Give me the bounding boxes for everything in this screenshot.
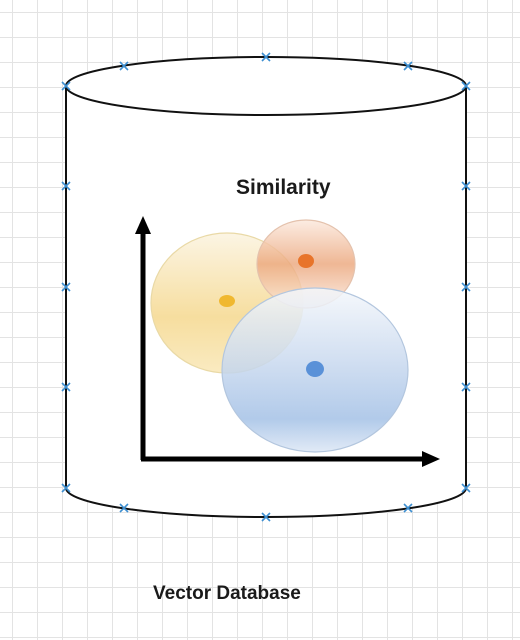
x-marker-icon[interactable]	[61, 483, 71, 493]
x-marker-icon[interactable]	[61, 181, 71, 191]
cluster-center-blue	[306, 361, 324, 377]
x-marker-icon[interactable]	[403, 61, 413, 71]
x-marker-icon[interactable]	[261, 52, 271, 62]
x-marker-icon[interactable]	[61, 81, 71, 91]
x-marker-icon[interactable]	[461, 81, 471, 91]
x-marker-icon[interactable]	[461, 181, 471, 191]
cluster-center-yellow	[219, 295, 235, 307]
cluster-center-orange	[298, 254, 314, 268]
x-marker-icon[interactable]	[461, 382, 471, 392]
similarity-clusters	[150, 219, 409, 453]
vector-database-label[interactable]: Vector Database	[153, 583, 301, 604]
x-marker-icon[interactable]	[403, 503, 413, 513]
x-marker-icon[interactable]	[119, 61, 129, 71]
selection-handles[interactable]	[61, 52, 471, 522]
x-marker-icon[interactable]	[61, 282, 71, 292]
arrow-head-icon	[135, 216, 151, 234]
x-marker-icon[interactable]	[119, 503, 129, 513]
cylinder-top	[65, 56, 467, 116]
x-marker-icon[interactable]	[461, 483, 471, 493]
x-marker-icon[interactable]	[261, 512, 271, 522]
x-marker-icon[interactable]	[61, 382, 71, 392]
arrow-head-icon	[422, 451, 440, 467]
x-marker-icon[interactable]	[461, 282, 471, 292]
similarity-title: Similarity	[236, 176, 331, 199]
axes	[135, 216, 440, 467]
